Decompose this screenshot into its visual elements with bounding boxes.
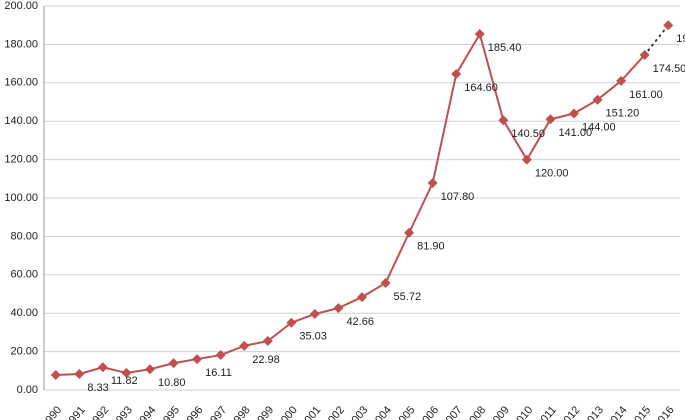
value-label: 8.33 — [87, 382, 108, 394]
point — [121, 367, 132, 378]
x-tick-label: 2012 — [558, 404, 583, 420]
point — [663, 20, 674, 31]
value-label: 141.00 — [558, 127, 592, 139]
point — [357, 292, 367, 303]
y-tick-label: 60.00 — [10, 269, 38, 281]
x-tick-label: 2001 — [298, 404, 323, 420]
y-tick-label: 180.00 — [4, 38, 38, 50]
point — [474, 29, 485, 40]
y-tick-label: 20.00 — [10, 346, 38, 358]
point — [145, 364, 155, 375]
x-tick-label: 2016 — [652, 404, 677, 420]
y-tick-label: 80.00 — [10, 230, 38, 242]
x-tick-label: 2013 — [581, 404, 606, 420]
value-label: 81.90 — [417, 241, 445, 253]
x-tick-label: 1995 — [157, 404, 182, 420]
value-label: 16.11 — [205, 367, 232, 379]
point — [168, 358, 179, 369]
x-tick-label: 1990 — [39, 404, 64, 420]
x-tick-label: 2005 — [393, 404, 418, 420]
point — [239, 340, 250, 351]
x-tick-label: 1997 — [204, 404, 229, 420]
projected-line — [643, 24, 670, 56]
x-tick-label: 2014 — [605, 404, 630, 420]
x-tick-label: 1996 — [181, 404, 206, 420]
value-label: 120.00 — [535, 168, 569, 180]
x-tick-label: 2002 — [322, 404, 347, 420]
point — [309, 308, 320, 319]
x-tick-label: 1999 — [251, 404, 276, 420]
x-tick-label: 2007 — [440, 404, 465, 420]
x-tick-label: 1993 — [110, 404, 135, 420]
point — [451, 68, 462, 79]
y-tick-label: 140.00 — [4, 115, 38, 127]
point — [192, 354, 203, 365]
y-tick-label: 120.00 — [4, 154, 38, 166]
x-tick-label: 2015 — [628, 404, 653, 420]
point — [333, 303, 344, 314]
y-tick-label: 160.00 — [4, 77, 38, 89]
x-tick-label: 2003 — [346, 404, 371, 420]
point — [639, 49, 650, 60]
x-tick-label: 1998 — [228, 404, 253, 420]
value-label: 10.80 — [158, 377, 186, 389]
point — [380, 278, 391, 289]
point — [286, 317, 297, 328]
x-tick-label: 1992 — [86, 404, 111, 420]
point — [545, 114, 556, 125]
value-label: 185.40 — [488, 42, 522, 54]
value-label: 107.80 — [441, 191, 475, 203]
value-label: 144.00 — [582, 121, 616, 133]
value-label: 42.66 — [346, 316, 374, 328]
value-label: 161.00 — [629, 89, 663, 101]
y-tick-label: 40.00 — [10, 307, 38, 319]
y-tick-label: 100.00 — [4, 192, 38, 204]
value-label: 190 — [676, 33, 685, 45]
point — [592, 94, 603, 105]
point — [404, 227, 415, 238]
point — [521, 154, 532, 165]
x-tick-label: 2004 — [369, 404, 394, 420]
value-label: 164.60 — [464, 82, 498, 94]
point — [97, 362, 108, 373]
x-tick-label: 1994 — [134, 404, 159, 420]
value-label: 22.98 — [252, 354, 280, 366]
value-label: 151.20 — [606, 108, 640, 120]
value-label: 174.50 — [653, 63, 685, 75]
x-tick-label: 2008 — [463, 404, 488, 420]
x-tick-label: 1991 — [63, 404, 88, 420]
value-label: 35.03 — [299, 331, 327, 343]
point — [616, 75, 627, 86]
value-label: 55.72 — [394, 291, 422, 303]
point — [74, 369, 85, 380]
value-label: 140.50 — [511, 128, 545, 140]
x-tick-label: 2006 — [416, 404, 441, 420]
point — [569, 108, 579, 119]
x-tick-label: 2010 — [510, 404, 535, 420]
point — [498, 115, 509, 126]
y-tick-label: 0.00 — [17, 384, 38, 396]
point — [427, 178, 438, 189]
point — [262, 336, 273, 347]
x-tick-label: 2011 — [535, 404, 559, 420]
x-tick-label: 2000 — [275, 404, 300, 420]
point — [50, 370, 61, 381]
y-tick-label: 200.00 — [4, 0, 38, 12]
value-label: 11.82 — [111, 375, 138, 387]
x-tick-label: 2009 — [487, 404, 512, 420]
point — [215, 350, 226, 361]
